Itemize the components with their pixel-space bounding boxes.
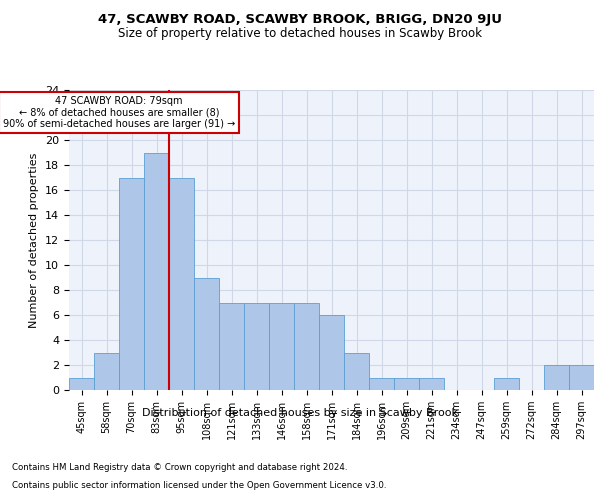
- Bar: [269, 302, 294, 390]
- Text: Contains public sector information licensed under the Open Government Licence v3: Contains public sector information licen…: [12, 481, 386, 490]
- Y-axis label: Number of detached properties: Number of detached properties: [29, 152, 40, 328]
- Bar: [244, 302, 269, 390]
- Bar: [544, 365, 569, 390]
- Bar: [94, 352, 119, 390]
- Text: 47, SCAWBY ROAD, SCAWBY BROOK, BRIGG, DN20 9JU: 47, SCAWBY ROAD, SCAWBY BROOK, BRIGG, DN…: [98, 12, 502, 26]
- Text: Distribution of detached houses by size in Scawby Brook: Distribution of detached houses by size …: [142, 408, 458, 418]
- Text: Contains HM Land Registry data © Crown copyright and database right 2024.: Contains HM Land Registry data © Crown c…: [12, 464, 347, 472]
- Text: Size of property relative to detached houses in Scawby Brook: Size of property relative to detached ho…: [118, 28, 482, 40]
- Bar: [69, 378, 94, 390]
- Bar: [344, 352, 369, 390]
- Bar: [219, 302, 244, 390]
- Bar: [494, 378, 519, 390]
- Bar: [369, 378, 394, 390]
- Bar: [294, 302, 319, 390]
- Text: 47 SCAWBY ROAD: 79sqm
← 8% of detached houses are smaller (8)
90% of semi-detach: 47 SCAWBY ROAD: 79sqm ← 8% of detached h…: [3, 96, 235, 129]
- Bar: [119, 178, 144, 390]
- Bar: [144, 152, 169, 390]
- Bar: [569, 365, 594, 390]
- Bar: [419, 378, 444, 390]
- Bar: [169, 178, 194, 390]
- Bar: [319, 315, 344, 390]
- Bar: [194, 278, 219, 390]
- Bar: [394, 378, 419, 390]
